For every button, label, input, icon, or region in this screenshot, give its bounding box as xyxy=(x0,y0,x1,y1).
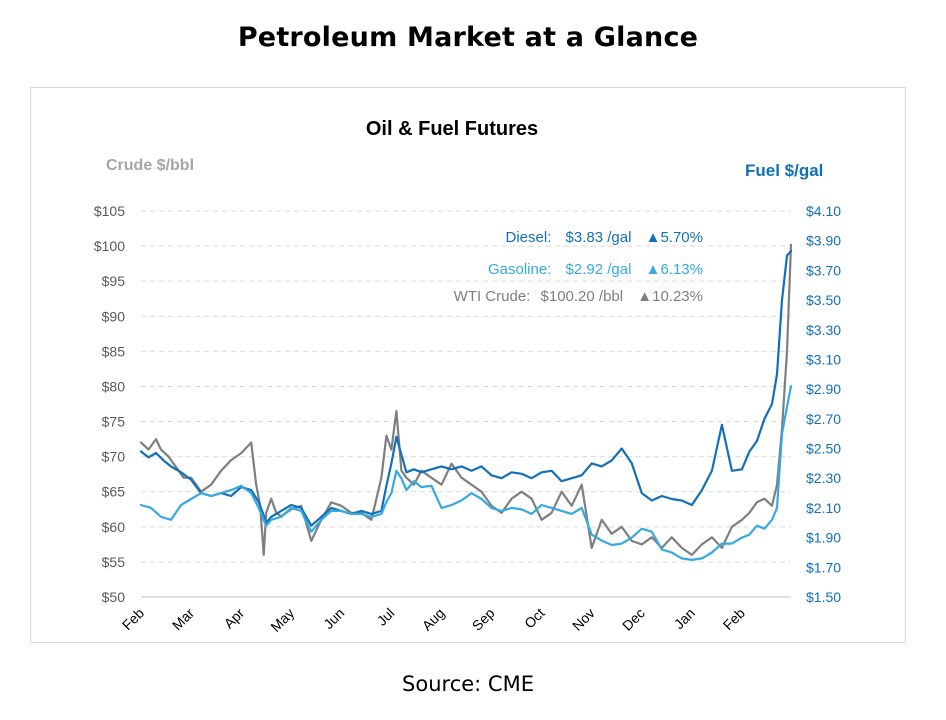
x-tick-label: Dec xyxy=(619,605,648,634)
page-title: Petroleum Market at a Glance xyxy=(237,22,699,53)
right-tick-label: $2.50 xyxy=(806,441,841,457)
x-tick-label: Apr xyxy=(221,605,248,632)
right-tick-label: $3.90 xyxy=(806,233,841,249)
left-tick-label: $85 xyxy=(102,343,126,359)
x-axis-ticks: Feb Mar Apr May Jun Jul Aug Sep Oct Nov Dec Jan Feb xyxy=(119,596,791,635)
x-tick-label: Oct xyxy=(521,605,548,632)
right-tick-label: $2.70 xyxy=(806,411,841,427)
left-tick-label: $95 xyxy=(102,273,126,289)
left-tick-label: $90 xyxy=(102,308,126,324)
legend-diesel-change: ▲5.70% xyxy=(646,229,703,246)
chart: Oil & Fuel Futures Crude $/bbl Fuel $/ga… xyxy=(94,118,841,635)
gasoline-series-line xyxy=(139,385,793,561)
right-tick-label: $2.30 xyxy=(806,470,841,486)
right-tick-label: $4.10 xyxy=(806,203,841,219)
legend: Diesel: $3.83 /gal ▲5.70% Gasoline: $2.9… xyxy=(454,229,703,305)
legend-gasoline-change: ▲6.13% xyxy=(646,261,703,278)
x-tick-label: Jun xyxy=(320,605,347,632)
legend-gasoline-value: $2.92 /gal xyxy=(566,261,632,278)
legend-diesel-value: $3.83 /gal xyxy=(566,229,632,246)
legend-crude-change: ▲10.23% xyxy=(637,288,703,305)
legend-gasoline-name: Gasoline: xyxy=(488,261,551,278)
x-tick-label: Aug xyxy=(419,605,448,634)
legend-crude: WTI Crude: $100.20 /bbl ▲10.23% xyxy=(454,288,703,305)
right-tick-label: $3.30 xyxy=(806,322,841,338)
diesel-series-line xyxy=(139,250,793,527)
right-tick-label: $1.90 xyxy=(806,530,841,546)
legend-crude-name: WTI Crude: xyxy=(454,288,531,305)
chart-frame: Oil & Fuel Futures Crude $/bbl Fuel $/ga… xyxy=(30,87,906,643)
right-tick-label: $2.10 xyxy=(806,500,841,516)
x-tick-label: May xyxy=(267,605,297,635)
right-axis-title: Fuel $/gal xyxy=(745,161,823,180)
left-tick-label: $55 xyxy=(102,554,126,570)
left-tick-label: $105 xyxy=(94,203,125,219)
x-tick-label: Jul xyxy=(374,605,398,629)
right-tick-label: $3.10 xyxy=(806,351,841,367)
legend-crude-value: $100.20 /bbl xyxy=(541,288,624,305)
left-axis-title: Crude $/bbl xyxy=(106,157,194,174)
left-axis-ticks: $105 $100 $95 $90 $85 $80 $75 $70 $65 $60 $55 $50 xyxy=(94,203,125,605)
left-tick-label: $100 xyxy=(94,238,125,254)
right-axis-ticks: $4.10 $3.90 $3.70 $3.50 $3.30 $3.10 $2.90 $2.70… xyxy=(806,203,841,605)
x-tick-label: Feb xyxy=(720,605,749,634)
left-tick-label: $60 xyxy=(102,519,126,535)
left-tick-label: $50 xyxy=(102,589,126,605)
left-tick-label: $65 xyxy=(102,484,126,500)
chart-title: Oil & Fuel Futures xyxy=(366,118,538,140)
x-tick-label: Feb xyxy=(119,605,148,634)
x-tick-label: Nov xyxy=(569,605,598,634)
left-tick-label: $75 xyxy=(102,414,126,430)
legend-diesel-name: Diesel: xyxy=(506,229,552,246)
left-tick-label: $70 xyxy=(102,449,126,465)
right-tick-label: $3.50 xyxy=(806,292,841,308)
legend-diesel: Diesel: $3.83 /gal ▲5.70% xyxy=(506,229,703,246)
right-tick-label: $1.70 xyxy=(806,559,841,575)
x-tick-label: Sep xyxy=(469,605,498,634)
series-lines xyxy=(139,243,793,561)
legend-gasoline: Gasoline: $2.92 /gal ▲6.13% xyxy=(488,261,703,278)
x-tick-label: Jan xyxy=(671,605,698,632)
left-tick-label: $80 xyxy=(102,378,126,394)
right-tick-label: $3.70 xyxy=(806,262,841,278)
x-tick-label: Mar xyxy=(169,605,198,634)
source-note: Source: CME xyxy=(402,672,534,696)
crude-series-line xyxy=(139,243,793,556)
right-tick-label: $2.90 xyxy=(806,381,841,397)
right-tick-label: $1.50 xyxy=(806,589,841,605)
